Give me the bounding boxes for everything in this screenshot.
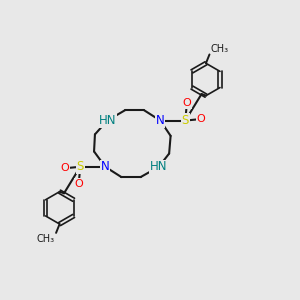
Text: O: O [74,179,83,189]
Text: O: O [196,114,205,124]
Text: HN: HN [150,160,168,173]
Text: CH₃: CH₃ [37,234,55,244]
Text: S: S [76,160,84,173]
Text: O: O [182,98,191,109]
Text: CH₃: CH₃ [211,44,229,54]
Text: HN: HN [99,114,116,127]
Text: N: N [156,114,165,127]
Text: O: O [61,163,69,173]
Text: N: N [101,160,110,173]
Text: S: S [182,114,189,127]
